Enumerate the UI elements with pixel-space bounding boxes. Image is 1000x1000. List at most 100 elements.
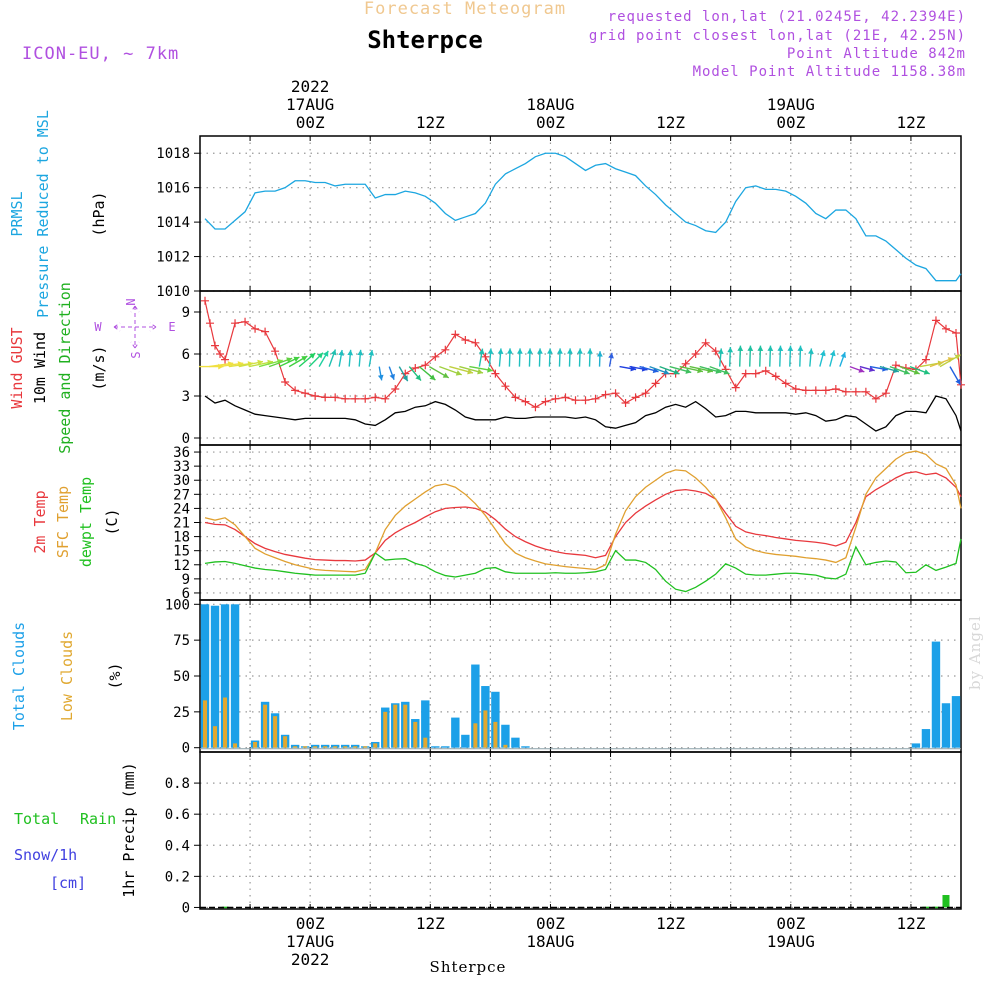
total-cloud-bar (951, 696, 961, 748)
wind-arrowhead (293, 356, 300, 362)
wind-arrowhead (317, 352, 324, 359)
gust-marker (331, 393, 340, 402)
ylabel-sfc-temp: SFC Temp (54, 486, 72, 558)
y-tick-label: 33 (173, 459, 190, 475)
gust-marker (881, 389, 890, 398)
y-tick-label: 24 (173, 501, 190, 517)
ylabel-c: (C) (103, 508, 121, 535)
gust-marker (941, 324, 950, 333)
rain-bar (942, 895, 950, 908)
panel-pressure: 1010 1012 1014 1016 1018 (156, 135, 962, 300)
wind-arrowhead (323, 350, 329, 357)
bottom-time-label: 00Z (296, 914, 325, 933)
wind-arrowhead (955, 378, 961, 385)
legend-snow: Snow/1h (14, 846, 77, 864)
wind-arrowhead (820, 350, 826, 357)
ylabel-ms: (m/s) (90, 345, 108, 390)
low-cloud-bar (343, 746, 348, 748)
y-tick-label: 36 (173, 445, 190, 461)
compass-e: E (168, 320, 175, 334)
wind-arrowhead (455, 370, 462, 376)
gust-marker (701, 338, 710, 347)
bottom-time-label: 00Z (776, 914, 805, 933)
total-cloud-bar (501, 724, 510, 748)
supertitle: Forecast Meteogram (363, 0, 567, 19)
ylabel-hpa: (hPa) (90, 191, 108, 236)
gust-marker (391, 385, 400, 393)
compass-w: W (94, 320, 102, 334)
panel-frame (199, 290, 962, 446)
gust-marker (551, 394, 560, 403)
panel-precip: 0 0.2 0.4 0.6 0.8 (165, 751, 962, 916)
gust-marker (491, 369, 500, 378)
bottom-time-label: 18AUG (526, 932, 574, 951)
low-cloud-bar (383, 711, 388, 748)
total-cloud-bar (431, 746, 440, 748)
gust-marker (691, 350, 700, 358)
y-tick-label: 15 (173, 544, 190, 560)
total-cloud-bar (521, 746, 530, 748)
gust-marker (771, 372, 780, 381)
gust-marker (591, 394, 600, 403)
total-cloud-bar (421, 700, 430, 748)
bottom-time-label: 00Z (536, 914, 565, 933)
wind-arrowhead (478, 348, 485, 355)
wind-arrowhead (787, 345, 794, 351)
panel-frame (199, 135, 962, 292)
ylabel-precip: 1hr Precip (mm) (120, 762, 138, 897)
total-cloud-bar (220, 604, 230, 748)
low-cloud-bar (353, 746, 358, 748)
wind-arrowhead (557, 348, 563, 354)
wind-arrowhead (797, 345, 804, 351)
ylabel-prmsl: PRMSL (8, 191, 26, 236)
gust-marker (571, 396, 580, 405)
top-time-label: 12Z (656, 113, 685, 132)
panel-frame (199, 444, 962, 601)
top-time-label: 2022 (291, 77, 330, 96)
low-cloud-bar (483, 710, 488, 748)
total-cloud-bar (200, 604, 210, 748)
wind-arrowhead (608, 352, 614, 359)
y-tick-label: 30 (173, 473, 190, 489)
low-cloud-bar (503, 744, 508, 748)
bottom-time-label: 12Z (656, 914, 685, 933)
ylabel-2m-temp: 2m Temp (31, 490, 49, 553)
y-tick-label: 12 (173, 558, 190, 574)
gust-marker (351, 394, 360, 403)
gust-marker (921, 355, 930, 364)
bottom-time-label: 12Z (896, 914, 925, 933)
gust-marker (231, 319, 240, 328)
y-tick-label: 9 (182, 572, 190, 588)
gust-marker (221, 355, 230, 364)
y-tick-label: 0.4 (165, 838, 190, 854)
total-cloud-bar (921, 729, 931, 748)
y-tick-label: 1018 (156, 146, 190, 162)
gust-marker (711, 347, 720, 356)
wind-arrowhead (757, 345, 764, 351)
compass-s: S (129, 351, 143, 358)
top-time-label: 18AUG (526, 95, 574, 114)
panel-frame (199, 599, 962, 753)
wind-arrowhead (301, 356, 308, 362)
wind-arrowhead (389, 373, 395, 380)
gust-marker (381, 394, 390, 403)
wind-arrowhead (685, 368, 692, 374)
y-tick-label: 1010 (156, 284, 190, 300)
footer-location: Shterpce (429, 958, 507, 976)
wind-arrowhead (402, 375, 408, 382)
wind-arrowhead (737, 345, 744, 351)
wind-arrowhead (338, 350, 345, 356)
low-cloud-bar (253, 741, 258, 748)
ylabel-low-clouds: Low Clouds (58, 631, 76, 721)
rain-bar (221, 906, 229, 909)
gust-marker (951, 329, 960, 337)
wind-arrowhead (537, 348, 543, 354)
gust-marker (481, 352, 490, 361)
y-tick-label: 21 (173, 516, 190, 532)
gust-marker (751, 369, 760, 378)
temp-line-2 (204, 538, 962, 593)
low-cloud-bar (293, 746, 298, 748)
y-tick-label: 9 (182, 305, 190, 321)
